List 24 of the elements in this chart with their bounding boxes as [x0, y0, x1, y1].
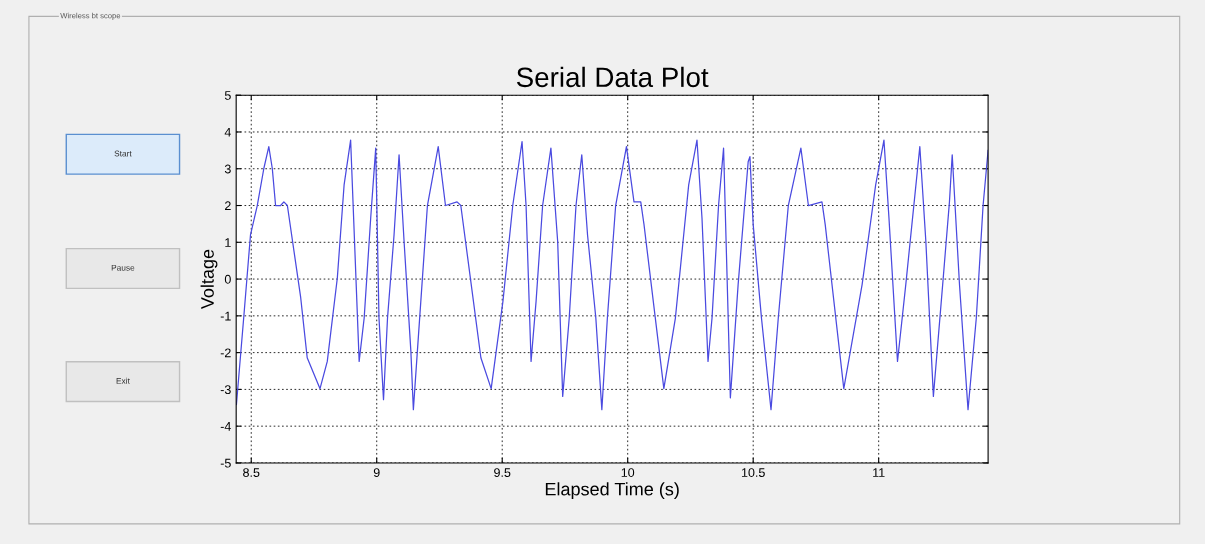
text: Exit: [116, 377, 130, 384]
text: Start: [114, 150, 132, 157]
y-tick-label: 0: [224, 274, 231, 284]
y-axis-title: Voltage: [200, 249, 218, 310]
x-tick-label: 8.5: [243, 468, 260, 477]
y-tick-label: -2: [220, 348, 231, 358]
y-tick-label: -4: [220, 422, 231, 431]
x-tick-label: 10: [621, 468, 635, 477]
y-tick-label: 2: [225, 201, 231, 211]
text: Pause: [111, 264, 135, 271]
y-tick-label: 4: [224, 127, 231, 137]
y-tick-label: 5: [224, 91, 231, 100]
line-series: [236, 139, 989, 411]
x-tick-label: 9: [373, 468, 380, 477]
x-axis-title: Elapsed Time (s): [545, 482, 679, 500]
y-tick-label: -1: [220, 311, 231, 321]
y-tick-label: 3: [224, 164, 231, 174]
y-tick-label: -5: [220, 458, 231, 468]
chart-title: Serial Data Plot: [516, 66, 709, 88]
x-tick-label: 9.5: [494, 468, 511, 477]
x-tick-label: 10.5: [741, 468, 765, 477]
x-tick-label: 11: [873, 468, 885, 477]
y-tick-label: 1: [225, 238, 231, 247]
y-tick-label: -3: [220, 385, 231, 395]
